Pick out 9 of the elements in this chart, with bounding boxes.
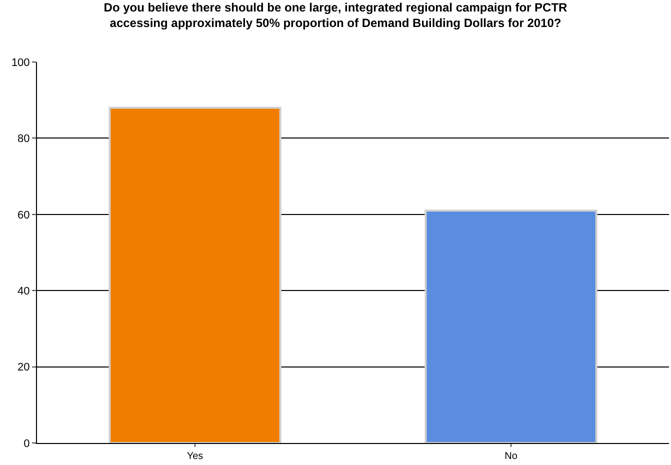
chart-title: Do you believe there should be one large, integrated regional campaign for PCTR accessing approximately 50% proportion of Demand Building Dollars for 2010? <box>104 0 568 30</box>
y-tick-label: 100 <box>11 56 30 69</box>
x-tick-label: Yes <box>186 451 204 462</box>
y-tick-label: 20 <box>18 362 30 374</box>
y-tick-label: 0 <box>24 438 30 450</box>
y-tick-label: 60 <box>18 209 30 222</box>
x-tick-label: No <box>504 451 518 462</box>
y-tick-label: 40 <box>18 285 30 298</box>
y-tick-label: 80 <box>18 133 30 146</box>
